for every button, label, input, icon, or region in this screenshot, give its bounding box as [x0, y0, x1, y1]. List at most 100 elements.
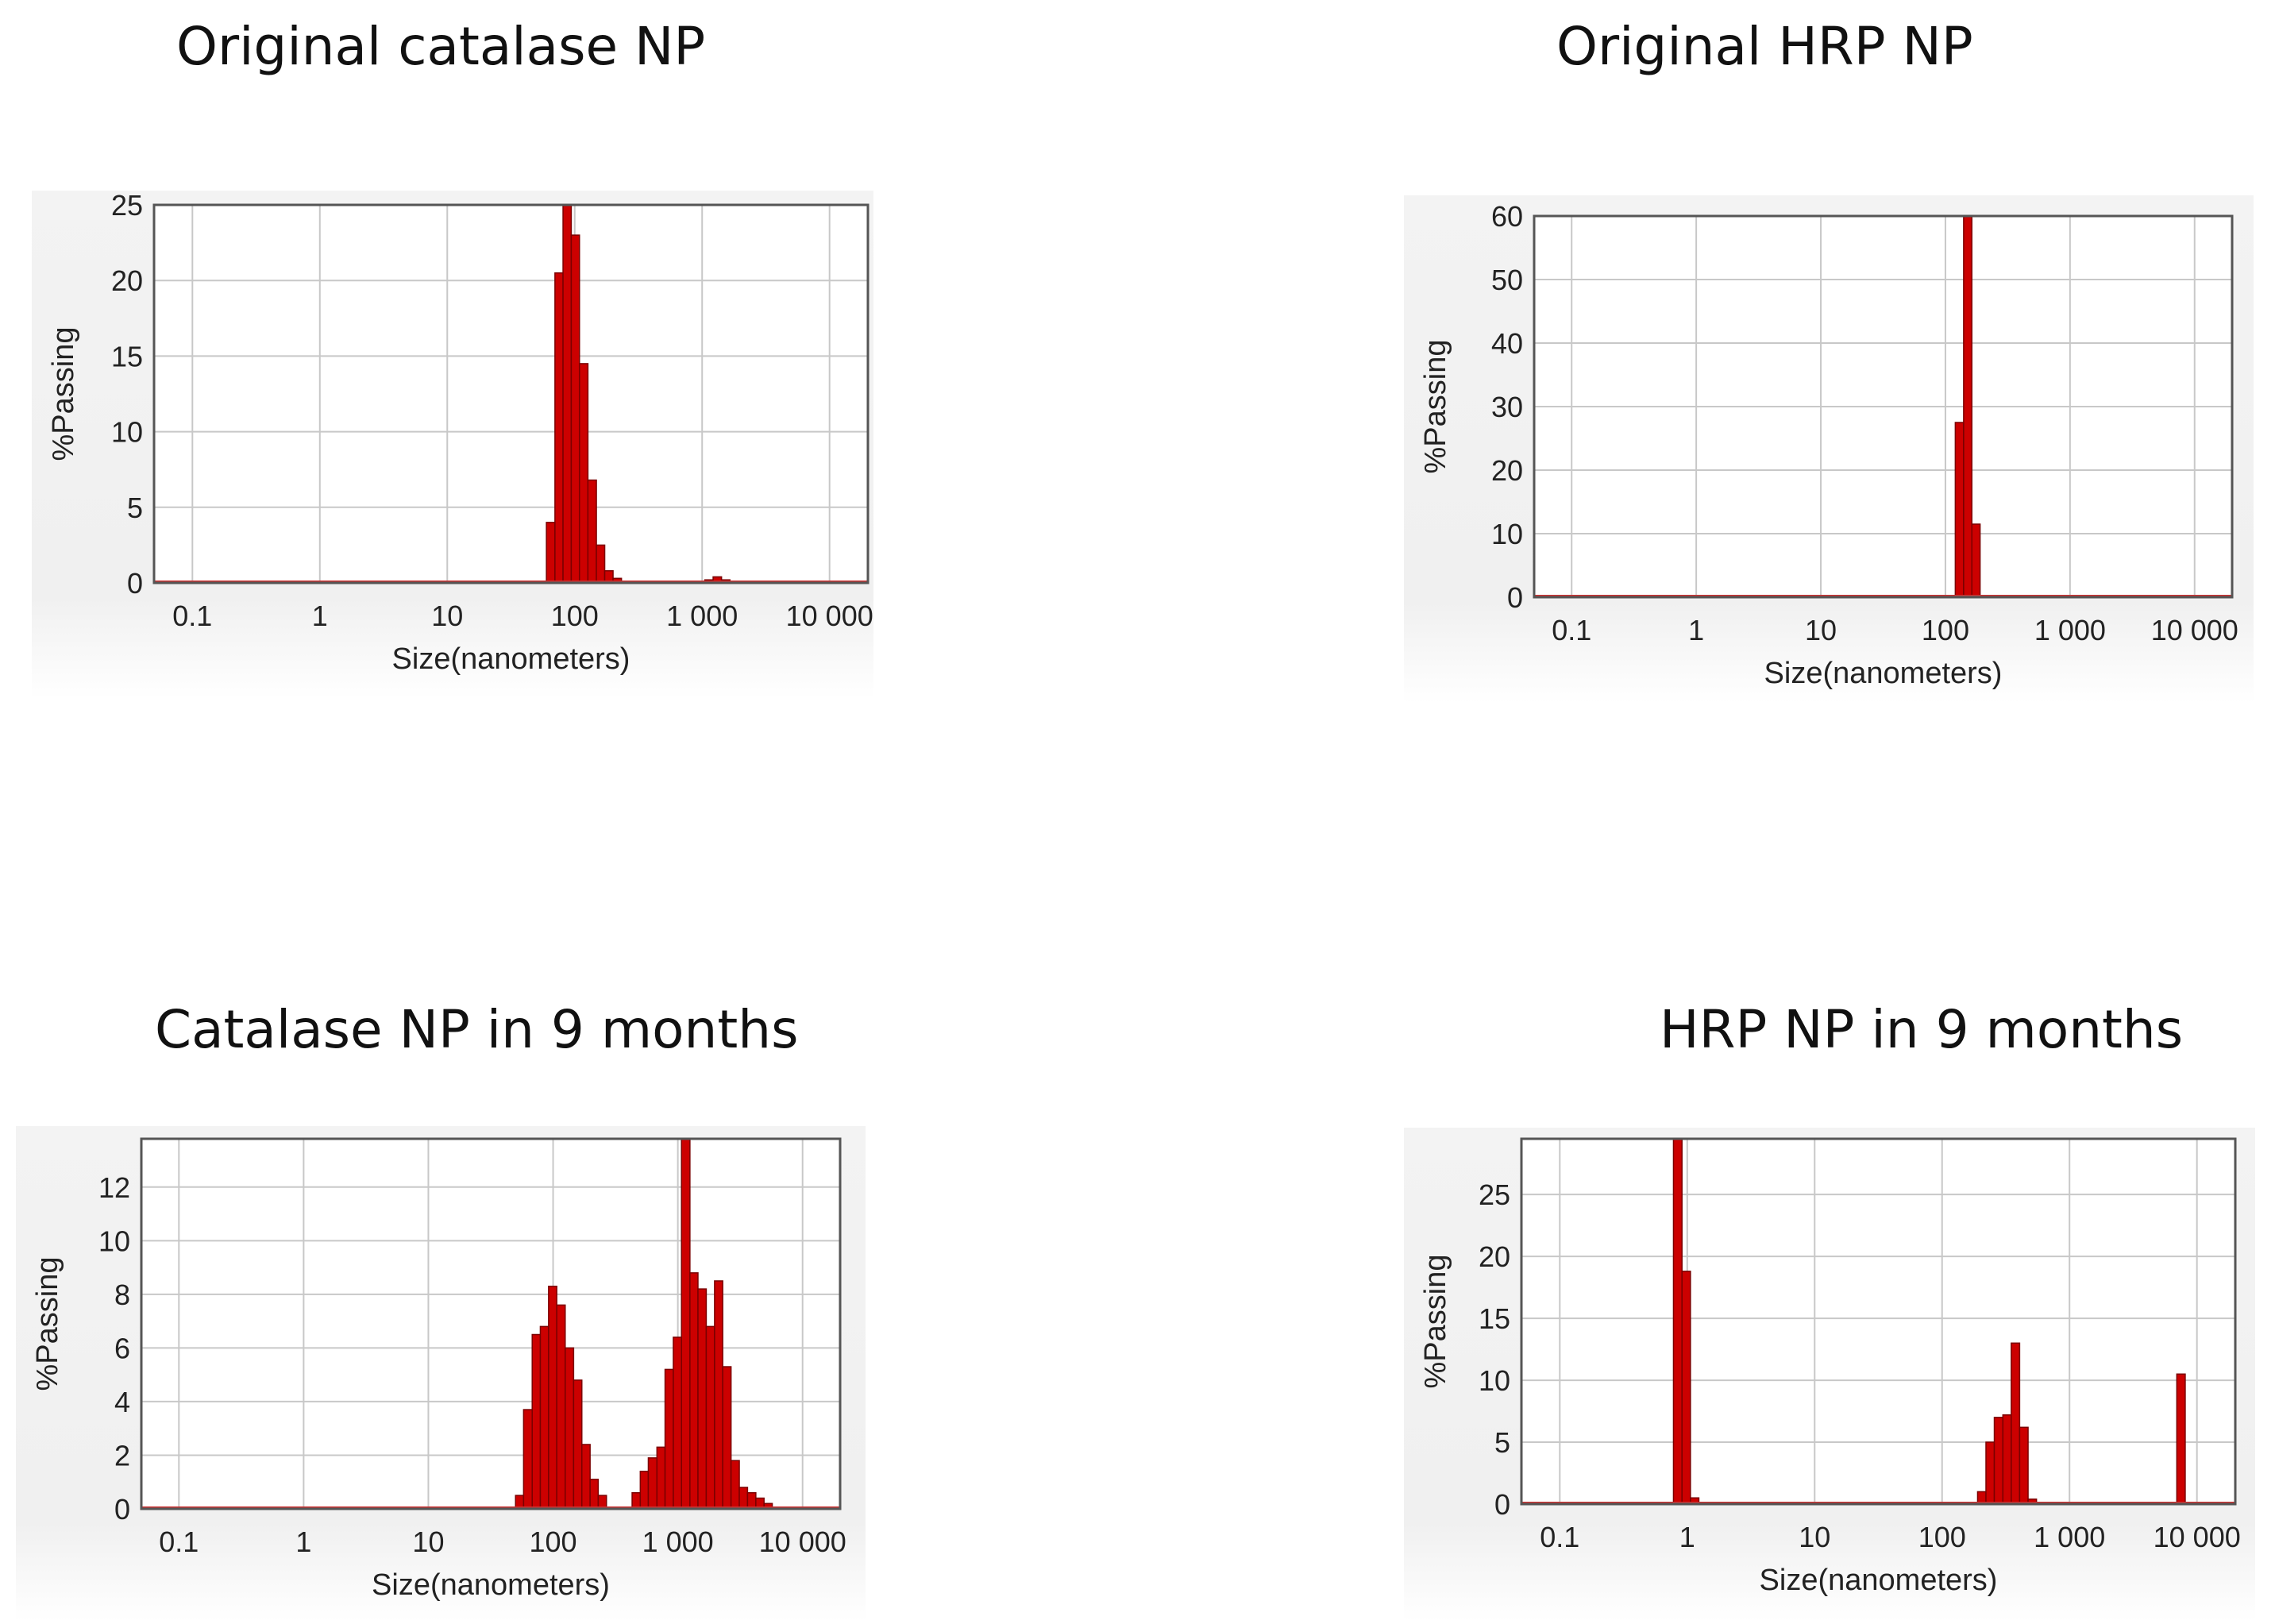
histogram-bar: [587, 479, 597, 584]
histogram-bar: [631, 1491, 642, 1510]
x-tick-label: 1: [1688, 614, 1704, 646]
histogram-bar: [1993, 1417, 2004, 1505]
x-tick-label: 10: [1799, 1521, 1830, 1553]
y-tick-label: 50: [1491, 264, 1523, 296]
histogram-bar: [730, 1460, 740, 1510]
histogram-bar: [1971, 523, 1981, 598]
x-tick-label: 0.1: [1540, 1521, 1579, 1553]
histogram-bar: [2019, 1426, 2029, 1505]
x-tick-label: 10: [431, 600, 463, 632]
histogram-bar: [705, 1325, 715, 1510]
histogram-bar: [1672, 1138, 1683, 1505]
y-axis-label: %Passing: [1419, 1255, 1452, 1389]
histogram-bar: [570, 234, 580, 584]
chart-3-title: Catalase NP in 9 months: [155, 999, 799, 1060]
y-tick-label: 25: [111, 191, 143, 222]
x-axis-label: Size(nanometers): [1760, 1564, 1998, 1597]
x-tick-label: 100: [1922, 614, 1969, 646]
y-tick-label: 40: [1491, 327, 1523, 360]
y-tick-label: 4: [114, 1386, 130, 1418]
histogram-bar: [746, 1491, 757, 1510]
histogram-bar: [1985, 1441, 1995, 1505]
y-tick-label: 0: [127, 567, 143, 600]
y-tick-label: 15: [1479, 1302, 1510, 1335]
x-tick-label: 1 000: [2034, 614, 2106, 646]
histogram-bar: [589, 1479, 600, 1510]
histogram-bar: [697, 1288, 708, 1510]
histogram-bar: [539, 1325, 549, 1510]
y-tick-label: 5: [127, 492, 143, 524]
plot-frame: [1520, 1137, 2237, 1506]
y-tick-label: 15: [111, 340, 143, 372]
x-tick-label: 10: [412, 1526, 444, 1558]
x-tick-label: 100: [1918, 1521, 1966, 1553]
chart-4-title: HRP NP in 9 months: [1660, 999, 2184, 1060]
histogram-bar: [738, 1487, 749, 1510]
plot-frame: [140, 1137, 842, 1510]
y-tick-label: 8: [114, 1279, 130, 1311]
histogram-bar: [647, 1457, 658, 1510]
plot-frame: [152, 203, 870, 584]
y-tick-label: 0: [114, 1493, 130, 1526]
histogram-bar: [565, 1347, 575, 1510]
histogram-bar: [562, 204, 573, 584]
y-axis-label: %Passing: [1419, 340, 1452, 474]
histogram-bar: [531, 1333, 542, 1510]
chart-2-title: Original HRP NP: [1556, 16, 1973, 77]
plot-area: [141, 1139, 840, 1509]
histogram-bar: [578, 363, 589, 584]
histogram-bar: [573, 1379, 583, 1510]
x-tick-label: 1 000: [642, 1526, 714, 1558]
x-tick-label: 0.1: [1552, 614, 1591, 646]
x-axis-label: Size(nanometers): [372, 1568, 610, 1602]
chart-4: 0.1 1 10 100 1 000 10 000 0 5 10 15 20 25 Size(nanom…: [1404, 1128, 2255, 1622]
histogram-bar: [1954, 422, 1965, 598]
histogram-bar: [554, 272, 564, 584]
y-tick-label: 6: [114, 1332, 130, 1364]
y-tick-label: 5: [1494, 1426, 1510, 1459]
y-axis-label: %Passing: [31, 1257, 64, 1391]
plot-frame: [1533, 214, 2234, 599]
x-tick-label: 10 000: [786, 600, 873, 632]
x-tick-label: 10 000: [2154, 1521, 2241, 1553]
plot-area: [1521, 1139, 2235, 1504]
y-axis-label: %Passing: [47, 327, 80, 461]
x-tick-label: 1: [1679, 1521, 1695, 1553]
histogram-bar: [656, 1446, 666, 1510]
histogram-bar: [2176, 1373, 2186, 1505]
x-tick-label: 1: [295, 1526, 311, 1558]
y-tick-label: 10: [1479, 1364, 1510, 1397]
histogram-bar: [596, 544, 606, 584]
y-tick-label: 2: [114, 1439, 130, 1472]
y-tick-label: 10: [111, 416, 143, 449]
histogram-bar: [722, 1366, 732, 1510]
histogram-bar: [556, 1304, 566, 1510]
x-tick-label: 1: [312, 600, 328, 632]
histogram-bar: [1681, 1271, 1691, 1505]
x-axis-label: Size(nanometers): [392, 642, 630, 676]
histogram-bar: [1963, 215, 1972, 598]
histogram-bar: [546, 522, 556, 584]
x-tick-label: 1 000: [2034, 1521, 2105, 1553]
chart-1-title: Original catalase NP: [176, 16, 706, 77]
x-tick-label: 100: [551, 600, 599, 632]
histogram-bar: [681, 1138, 691, 1510]
y-tick-label: 25: [1479, 1178, 1510, 1211]
x-tick-label: 1 000: [666, 600, 738, 632]
histogram-bar: [2002, 1414, 2012, 1505]
x-axis-label: Size(nanometers): [1764, 657, 2003, 690]
y-tick-label: 10: [1491, 518, 1523, 550]
histogram-bar: [2011, 1342, 2021, 1505]
y-tick-label: 60: [1491, 200, 1523, 233]
y-tick-label: 20: [1479, 1240, 1510, 1273]
histogram-bar: [673, 1337, 682, 1510]
y-tick-label: 20: [1491, 454, 1523, 487]
histogram-bar: [548, 1285, 557, 1510]
x-tick-label: 0.1: [159, 1526, 199, 1558]
histogram-bar: [664, 1368, 674, 1510]
plot-area: [154, 205, 868, 583]
histogram-bar: [689, 1272, 699, 1510]
y-tick-label: 12: [98, 1171, 130, 1204]
histogram-bar: [522, 1409, 533, 1510]
x-tick-label: 10 000: [2151, 614, 2238, 646]
